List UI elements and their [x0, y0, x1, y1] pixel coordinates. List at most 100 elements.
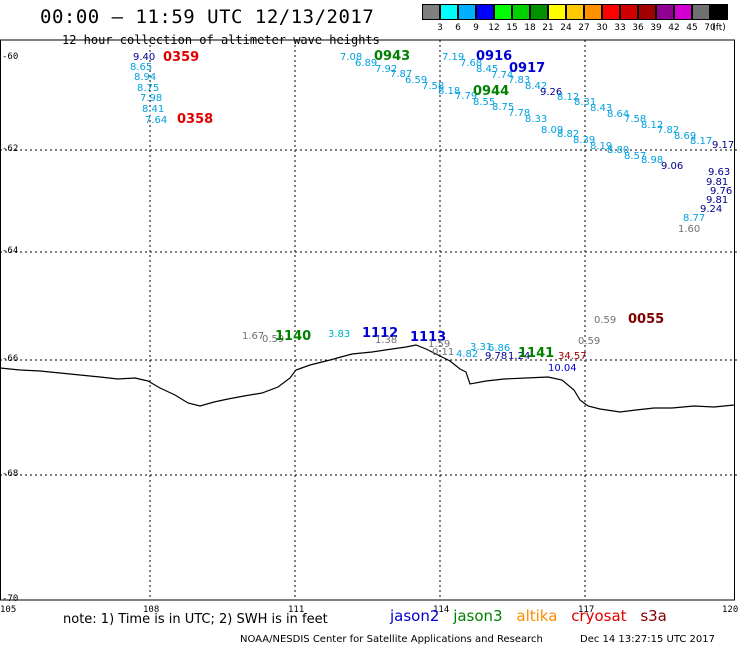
- color-scale-label: 42: [668, 23, 680, 33]
- wave-height-label: 10.04: [548, 363, 577, 374]
- wave-height-label: 7.98: [140, 93, 162, 104]
- page-title: 00:00 – 11:59 UTC 12/13/2017: [40, 6, 375, 28]
- wave-height-label: 7.58: [422, 81, 444, 92]
- wave-height-label: 8.77: [683, 213, 705, 224]
- wave-height-label: 7.92: [375, 64, 397, 75]
- color-swatch: [566, 4, 584, 20]
- color-scale-label: 45: [686, 23, 698, 33]
- pass-time-label: 1113: [410, 330, 446, 345]
- wave-height-label: 7.79: [455, 91, 477, 102]
- lat-label: -62: [2, 144, 19, 154]
- wave-height-label: 8.64: [607, 109, 629, 120]
- color-swatch: [512, 4, 530, 20]
- generated-timestamp: Dec 14 13:27:15 UTC 2017: [580, 634, 715, 645]
- wave-height-label: 7.78: [508, 108, 530, 119]
- wave-height-label: 9.24: [700, 204, 722, 215]
- pass-time-label: 1140: [275, 329, 311, 344]
- color-scale-label: 24: [560, 23, 572, 33]
- color-swatch: [638, 4, 656, 20]
- wave-height-label: 8.69: [674, 131, 696, 142]
- wave-height-label: 7.87: [390, 69, 412, 80]
- wave-height-label: 1.60: [678, 224, 700, 235]
- credit-line: NOAA/NESDIS Center for Satellite Applica…: [240, 634, 543, 645]
- color-scale-label: 27: [578, 23, 590, 33]
- lon-label: 108: [143, 605, 160, 615]
- observation-labels: 9.408.658.948.757.988.417.64035903587.08…: [130, 49, 734, 374]
- color-swatch: [692, 4, 710, 20]
- color-scale-label: 3: [437, 23, 443, 33]
- wave-height-label: 8.82: [557, 129, 579, 140]
- color-swatch: [584, 4, 602, 20]
- color-swatch: [440, 4, 458, 20]
- wave-height-label: 7.19: [442, 52, 464, 63]
- wave-height-label: 8.17: [690, 136, 712, 147]
- footnote: note: 1) Time is in UTC; 2) SWH is in fe…: [63, 612, 328, 627]
- lon-label: 117: [578, 605, 595, 615]
- color-scale-label: 6: [455, 23, 461, 33]
- color-scale-label: 70: [704, 23, 716, 33]
- wave-height-label: 1.24: [508, 351, 530, 362]
- wave-height-label: 9.81: [706, 177, 728, 188]
- wave-height-label: 0.59: [594, 315, 616, 326]
- wave-height-label: 8.19: [590, 141, 612, 152]
- lat-label: -66: [2, 354, 19, 364]
- wave-height-label: 9.81: [706, 195, 728, 206]
- wave-height-label: 7.64: [145, 115, 167, 126]
- lon-label: 111: [288, 605, 305, 615]
- wave-height-label: 8.12: [557, 92, 579, 103]
- legend-cryosat: cryosat: [571, 607, 627, 625]
- wave-height-label: 6.59: [405, 75, 427, 86]
- wave-height-label: 3.31: [470, 342, 492, 353]
- pass-time-label: 1141: [518, 346, 554, 361]
- color-swatch: [530, 4, 548, 20]
- wave-height-label: 8.98: [641, 155, 663, 166]
- color-swatch: [602, 4, 620, 20]
- wave-height-label: 8.75: [492, 102, 514, 113]
- legend-jason3: jason3: [453, 607, 503, 625]
- color-scale-label: 15: [506, 23, 518, 33]
- wave-height-label: 7.74: [491, 70, 513, 81]
- color-scale-label: 30: [596, 23, 608, 33]
- color-swatch: [458, 4, 476, 20]
- color-scale-label: 21: [542, 23, 554, 33]
- color-scale-label: (ft): [712, 23, 726, 33]
- wave-height-label: 9.17: [712, 140, 734, 151]
- wave-height-label: 1.38: [375, 335, 397, 346]
- wave-height-label: 9.40: [133, 52, 155, 63]
- satellite-legend: jason2 jason3 altika cryosat s3a: [390, 607, 676, 625]
- wave-height-label: 8.45: [476, 64, 498, 75]
- wave-height-label: 3.83: [328, 329, 350, 340]
- color-swatch: [422, 4, 440, 20]
- wave-height-label: 8.09: [541, 125, 563, 136]
- wave-height-label: 1.67: [242, 331, 264, 342]
- lat-label: -68: [2, 469, 19, 479]
- pass-time-label: 1112: [362, 326, 398, 341]
- color-swatch: [656, 4, 674, 20]
- lon-label: 120: [722, 605, 739, 615]
- wave-height-label: 0.11: [432, 347, 454, 358]
- pass-time-label: 0055: [628, 312, 664, 327]
- wave-height-label: 8.75: [137, 83, 159, 94]
- pass-time-label: 0358: [177, 112, 213, 127]
- map-frame: [0, 39, 735, 601]
- wave-height-label: 8.12: [641, 120, 663, 131]
- color-scale-label: 9: [473, 23, 479, 33]
- wave-height-label: 8.43: [590, 103, 612, 114]
- color-scale-label: 36: [632, 23, 644, 33]
- wave-height-label: 8.55: [473, 97, 495, 108]
- lon-label: 114: [433, 605, 450, 615]
- wave-height-label: 0.59: [578, 336, 600, 347]
- wave-height-label: 9.06: [661, 161, 683, 172]
- legend-altika: altika: [516, 607, 558, 625]
- wave-height-label: 6.89: [355, 58, 377, 69]
- lat-label: -70: [2, 594, 19, 604]
- wave-height-label: 7.83: [508, 75, 530, 86]
- wave-height-label: 8.65: [130, 62, 152, 73]
- coastline: [0, 344, 735, 413]
- wave-height-label: 8.42: [525, 81, 547, 92]
- color-scale-label: 18: [524, 23, 536, 33]
- wave-height-label: 0.59: [262, 334, 284, 345]
- wave-height-label: 7.82: [657, 125, 679, 136]
- pass-time-label: 0944: [473, 84, 509, 99]
- wave-height-label: 8.31: [574, 97, 596, 108]
